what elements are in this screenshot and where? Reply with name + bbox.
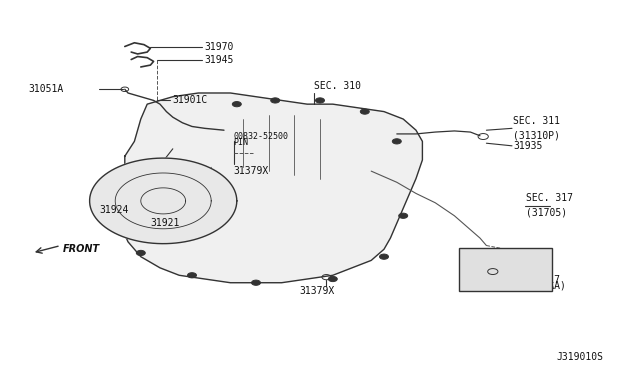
Circle shape bbox=[271, 98, 280, 103]
Text: SEC. 317: SEC. 317 bbox=[513, 275, 560, 285]
Circle shape bbox=[136, 250, 145, 256]
Text: 31379X: 31379X bbox=[300, 286, 335, 296]
Text: (31705AA): (31705AA) bbox=[513, 281, 566, 291]
Text: (31705): (31705) bbox=[526, 207, 567, 217]
Circle shape bbox=[399, 213, 408, 218]
Text: SEC. 317: SEC. 317 bbox=[526, 193, 573, 203]
FancyBboxPatch shape bbox=[459, 248, 552, 291]
Polygon shape bbox=[90, 158, 237, 244]
Text: SEC. 310: SEC. 310 bbox=[314, 81, 360, 91]
Polygon shape bbox=[122, 93, 422, 283]
Circle shape bbox=[252, 280, 260, 285]
Text: 31970: 31970 bbox=[205, 42, 234, 51]
Text: SEC. 311: SEC. 311 bbox=[513, 116, 560, 126]
Circle shape bbox=[328, 276, 337, 282]
Text: 31051A: 31051A bbox=[29, 84, 64, 94]
Text: 31379X: 31379X bbox=[234, 166, 269, 176]
Text: FRONT: FRONT bbox=[63, 244, 100, 254]
Text: 31924: 31924 bbox=[99, 205, 129, 215]
Text: J319010S: J319010S bbox=[557, 352, 604, 362]
Text: PIN: PIN bbox=[234, 138, 248, 147]
Text: (31310P): (31310P) bbox=[513, 131, 560, 141]
Circle shape bbox=[380, 254, 388, 259]
Text: 31901C: 31901C bbox=[173, 96, 208, 105]
Circle shape bbox=[316, 98, 324, 103]
Text: 31921: 31921 bbox=[150, 218, 180, 228]
Text: 31945: 31945 bbox=[205, 55, 234, 65]
Circle shape bbox=[392, 139, 401, 144]
Circle shape bbox=[188, 273, 196, 278]
Text: 31935: 31935 bbox=[513, 141, 543, 151]
Text: 31943E: 31943E bbox=[513, 260, 548, 270]
Circle shape bbox=[232, 102, 241, 107]
Text: 00832-52500: 00832-52500 bbox=[234, 132, 289, 141]
Circle shape bbox=[360, 109, 369, 114]
